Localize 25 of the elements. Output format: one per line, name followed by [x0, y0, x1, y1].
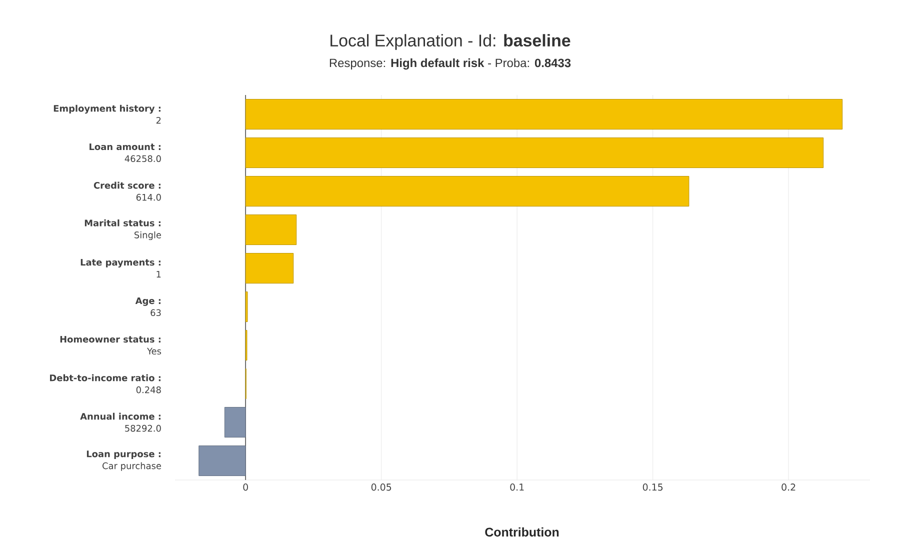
- x-tick-label: 0.1: [510, 484, 524, 491]
- y-tick-label: Marital status : Single: [84, 219, 162, 240]
- y-tick-label: Age : 63: [135, 297, 161, 316]
- x-tick-label: 0.05: [371, 484, 392, 491]
- chart-subtitle: Response: High default risk - Proba: 0.8433: [330, 58, 571, 70]
- y-tick-label: Loan amount : 46258.0: [90, 143, 161, 162]
- y-tick-label: Annual income : 58292.0: [80, 412, 161, 432]
- bar: [245, 98, 843, 130]
- bar: [224, 406, 246, 438]
- y-tick-label: Debt-to-income ratio : 0.248: [50, 374, 161, 394]
- bar: [245, 214, 297, 246]
- y-tick-label: Late payments : 1: [80, 259, 161, 278]
- bar: [245, 252, 294, 284]
- x-axis-title: Contribution: [485, 527, 559, 537]
- y-tick-label: Homeowner status : Yes: [60, 336, 162, 355]
- x-tick-label: 0.15: [642, 484, 663, 491]
- bar: [245, 137, 824, 168]
- x-tick-label: 0.2: [782, 484, 796, 491]
- bar: [245, 176, 690, 207]
- y-tick-label: Employment history : 2: [54, 104, 161, 124]
- y-tick-label: Credit score : 614.0: [94, 182, 161, 201]
- x-tick-label: 0: [243, 484, 248, 491]
- chart-title: Local Explanation - Id: baseline: [330, 34, 570, 50]
- bar: [198, 445, 246, 476]
- y-tick-label: Loan purpose : Car purchase: [86, 450, 162, 471]
